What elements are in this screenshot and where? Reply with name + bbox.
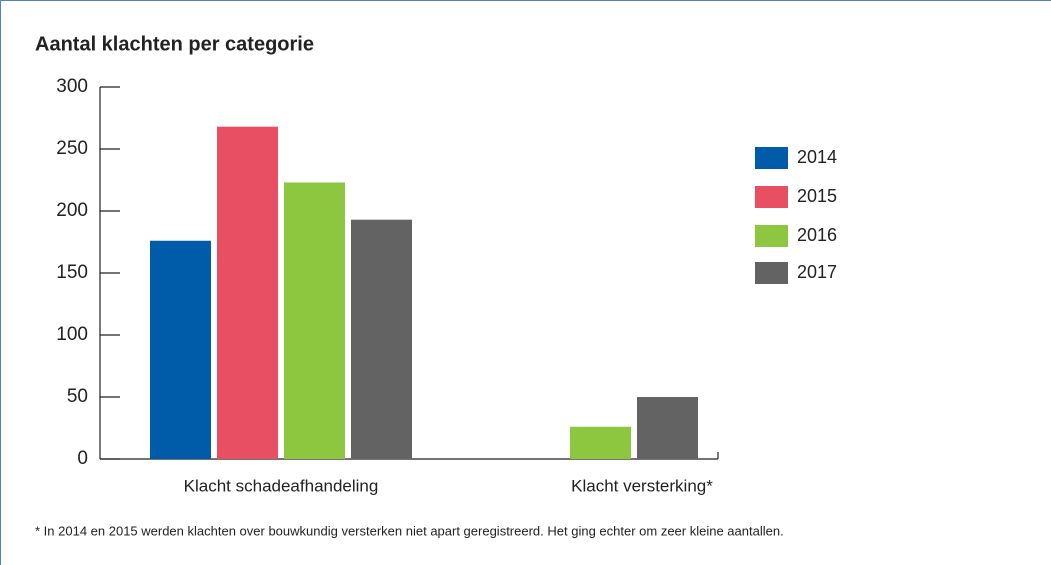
x-tick-label: Klacht schadeafhandeling (184, 476, 379, 495)
legend-swatch (755, 186, 788, 208)
legend-swatch (755, 147, 788, 169)
y-tick-label: 50 (67, 386, 88, 407)
chart-title: Aantal klachten per categorie (35, 33, 314, 55)
legend-label: 2017 (797, 262, 837, 282)
legend-label: 2015 (797, 186, 837, 206)
y-tick-label: 100 (56, 324, 88, 345)
legend-label: 2016 (797, 225, 837, 245)
legend-swatch (755, 262, 788, 284)
bar (284, 182, 345, 460)
y-tick-label: 250 (56, 138, 88, 159)
y-tick-label: 200 (56, 200, 88, 221)
bar (351, 219, 412, 459)
x-tick-label: Klacht versterking* (571, 476, 713, 495)
bar (570, 426, 631, 459)
footnote: * In 2014 en 2015 werden klachten over b… (35, 523, 784, 538)
y-tick-label: 0 (77, 448, 88, 469)
bar (217, 126, 278, 460)
y-tick-label: 300 (56, 76, 88, 97)
bar (150, 240, 211, 459)
legend-swatch (755, 225, 788, 247)
bar (637, 397, 698, 459)
legend-label: 2014 (797, 147, 837, 167)
y-tick-label: 150 (56, 262, 88, 283)
